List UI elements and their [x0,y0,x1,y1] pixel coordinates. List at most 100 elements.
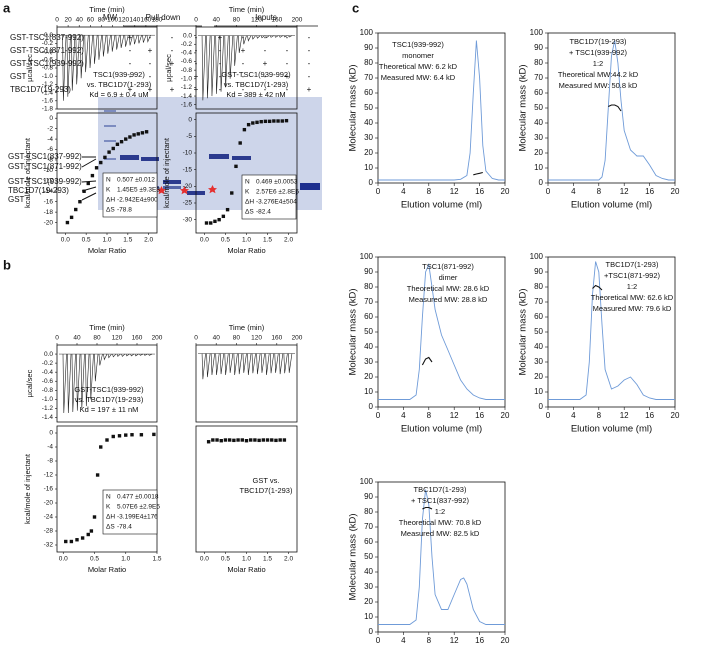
heat-point [267,119,272,124]
tick-label: 80 [364,507,373,516]
tick-label: 0.5 [221,556,230,563]
injection-peak [283,353,288,374]
annotation: 1:2 [627,282,637,291]
tick-label: 12 [450,636,459,645]
fit-name: ΔS [245,209,254,216]
tick-label: -0.6 [42,378,54,385]
tick-label: 4 [571,411,576,420]
annotation: vs. TBC1D7(1-293) [87,80,152,89]
tick-label: 1.5 [152,556,161,563]
tick-label: 60 [534,88,543,97]
tick-label: 8 [427,411,432,420]
injection-peak [107,353,112,359]
band [300,183,320,190]
fit-name: ΔH [245,199,254,206]
tick-label: 4 [571,187,576,196]
heat-point [240,438,244,442]
injection-peak [279,353,284,375]
tick-label: -2 [47,125,53,132]
tick-label: -32 [44,542,54,549]
tick-label: 0 [194,335,198,342]
injection-peak [274,353,279,373]
tick-label: -24 [44,514,54,521]
axis-title: Elution volume (ml) [571,200,652,211]
heat-point [284,118,289,123]
injection-peak [128,35,134,46]
heat-point [117,434,122,438]
tick-label: 120 [118,17,129,24]
lane-mark: - [264,85,267,94]
injection-peak [256,353,261,375]
band [120,155,139,160]
tick-label: 4 [401,636,406,645]
injection-peak [98,353,103,366]
tick-label: 8 [427,187,432,196]
injection-peak [103,353,108,361]
heat-point [115,142,120,147]
tick-label: 0 [55,17,59,24]
tick-label: 0 [546,187,551,196]
tick-label: 50 [534,327,543,336]
lane-mark: - [308,33,311,42]
tick-label: 80 [233,17,241,24]
fit-value: -82.4 [256,209,271,216]
fit-box [102,172,158,218]
tick-label: 10 [534,163,543,172]
axis-title: Elution volume (ml) [401,200,482,211]
injection-peak [256,35,261,39]
tick-label: 0 [49,115,53,122]
heat-point [86,181,90,186]
tick-label: 8 [597,411,602,420]
injection-peak [116,353,121,357]
injection-peak [219,35,225,92]
tick-label: 0 [376,636,381,645]
annotation: vs. TBC1D7(1-293) [224,80,289,89]
injection-peak [134,353,139,357]
injection-peak [130,353,135,357]
tick-label: 0 [194,17,198,24]
star [208,185,217,194]
tick-label: -1.6 [181,101,193,108]
fit-value: 2.57E6 ±2.8E5 [256,189,299,196]
band [141,157,159,161]
heat-point [111,146,115,151]
tick-label: 30 [534,133,543,142]
axis-title: Time (min) [89,323,125,332]
injection-peak [219,353,225,375]
injection-peak [112,353,117,358]
tick-label: 40 [364,342,373,351]
tick-label: 0 [546,411,551,420]
tick-label: 16 [645,187,654,196]
heat-point [82,189,86,193]
tick-label: 60 [364,537,373,546]
fit-value: 1.45E5 ±9.3E3 [117,187,160,194]
uv-trace [548,40,675,181]
annotation: Measured MW: 50.8 kD [559,81,638,90]
tick-label: 90 [364,492,373,501]
mass-line [608,104,622,112]
tick-label: -0.8 [42,387,54,394]
injection-peak [269,35,274,38]
tick-label: 16 [475,636,484,645]
plot-frame [377,32,506,184]
tick-label: -20 [44,500,54,507]
annotation: Measured MW: 79.6 kD [593,304,672,313]
injection-peak [269,353,275,374]
tick-label: -30 [183,216,193,223]
tick-label: 4 [401,411,406,420]
lane-mark: + [128,85,133,94]
injection-peak [210,35,215,97]
heat-point [211,438,215,442]
tick-label: -20 [44,219,54,226]
tick-label: -0.4 [181,50,193,57]
lane-mark: - [219,72,222,81]
heat-point [234,164,238,169]
tick-label: 0 [188,116,192,123]
fit-value: -78.8 [117,207,132,214]
heat-point [78,199,82,204]
annotation: GST vs. [253,476,280,485]
tick-label: 12 [450,411,459,420]
tick-label: 50 [534,103,543,112]
gel-header: Inputs [255,13,277,22]
ladder-band [104,140,116,142]
